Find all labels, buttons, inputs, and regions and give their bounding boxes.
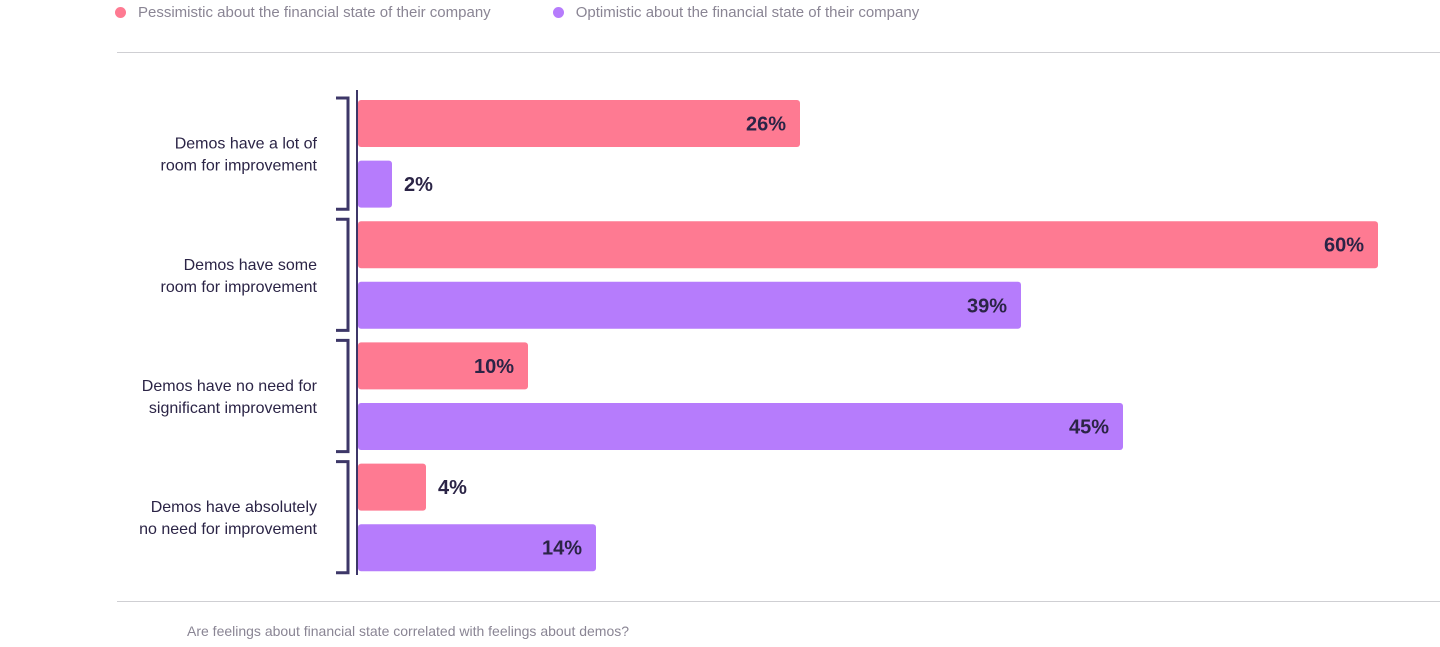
bar: [358, 160, 392, 208]
bar: [358, 403, 1123, 450]
bar-value-label: 39%: [967, 295, 1007, 317]
bar-value-label: 4%: [438, 477, 467, 499]
bar-value-label: 60%: [1324, 235, 1364, 257]
bar-value-label: 14%: [542, 538, 582, 560]
legend-item-optimistic: Optimistic about the financial state of …: [552, 4, 920, 21]
bar-value-label: 45%: [1069, 417, 1109, 439]
category-label: Demos have no need for significant improv…: [142, 378, 318, 417]
bar: [358, 463, 426, 511]
top-divider: [117, 52, 1440, 53]
group-bracket: [336, 96, 350, 211]
bar: [358, 281, 1021, 329]
bar-value-label: 26%: [746, 114, 786, 136]
bar: [358, 524, 596, 572]
bar: [358, 100, 800, 147]
bar-value-label: 2%: [404, 174, 433, 196]
chart-caption: Are feelings about financial state corre…: [187, 623, 630, 639]
legend-label-pessimistic: Pessimistic about the financial state of…: [138, 4, 491, 21]
category-label: Demos have some room for improvement: [161, 257, 318, 296]
group-bracket: [336, 217, 350, 332]
group-bracket: [336, 460, 350, 575]
category-label: Demos have absolutely no need for improve…: [139, 499, 317, 538]
bar-value-label: 10%: [474, 356, 514, 378]
bottom-divider: [117, 601, 1440, 602]
bar-chart: Demos have a lot of room for improvement 2…: [139, 90, 1378, 575]
category-label: Demos have a lot of room for improvement: [161, 136, 318, 175]
chart-legend: Pessimistic about the financial state of…: [115, 4, 919, 21]
bar: [358, 342, 528, 390]
legend-item-pessimistic: Pessimistic about the financial state of…: [115, 4, 491, 21]
legend-label-optimistic: Optimistic about the financial state of …: [575, 4, 920, 21]
legend-swatch-optimistic: [552, 7, 564, 18]
group-bracket: [336, 338, 350, 454]
bar: [358, 221, 1378, 269]
legend-swatch-pessimistic: [115, 7, 126, 18]
